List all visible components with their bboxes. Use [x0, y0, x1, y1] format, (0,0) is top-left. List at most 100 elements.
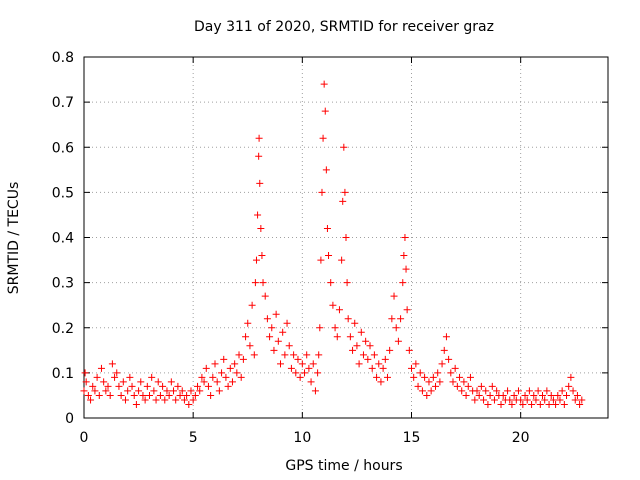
- data-point: [204, 382, 212, 390]
- data-point: [445, 355, 453, 363]
- data-point: [493, 387, 501, 395]
- data-point: [416, 369, 424, 377]
- data-point: [466, 373, 474, 381]
- data-point: [200, 378, 208, 386]
- data-point: [321, 107, 329, 115]
- chart-title: Day 311 of 2020, SRMTID for receiver gra…: [194, 19, 494, 35]
- data-point: [532, 396, 540, 404]
- data-point: [440, 346, 448, 354]
- y-tick-label: 0.1: [52, 366, 74, 382]
- data-point: [388, 315, 396, 323]
- data-point: [578, 396, 586, 404]
- data-point: [410, 373, 418, 381]
- data-point: [403, 306, 411, 314]
- data-point: [196, 387, 204, 395]
- data-point: [460, 378, 468, 386]
- data-point: [552, 400, 560, 408]
- data-point: [399, 279, 407, 287]
- y-tick-label: 0.2: [52, 321, 74, 337]
- data-point: [261, 292, 269, 300]
- data-point: [355, 360, 363, 368]
- data-point: [95, 391, 103, 399]
- data-point: [504, 387, 512, 395]
- data-point: [180, 396, 188, 404]
- data-point: [349, 346, 357, 354]
- y-tick-label: 0.8: [52, 50, 74, 66]
- data-point: [113, 369, 121, 377]
- data-point: [102, 387, 110, 395]
- data-point: [211, 360, 219, 368]
- data-point: [339, 197, 347, 205]
- data-point: [543, 387, 551, 395]
- grid-layer: [84, 57, 608, 418]
- data-point: [567, 373, 575, 381]
- data-point: [84, 391, 92, 399]
- data-point: [390, 292, 398, 300]
- data-point: [341, 188, 349, 196]
- data-point: [344, 315, 352, 323]
- data-point: [137, 378, 145, 386]
- data-point: [287, 364, 295, 372]
- data-point: [571, 396, 579, 404]
- data-point: [309, 360, 317, 368]
- data-point: [436, 378, 444, 386]
- y-tick-label: 0: [65, 411, 74, 427]
- data-point: [333, 333, 341, 341]
- data-point: [198, 373, 206, 381]
- data-point: [343, 279, 351, 287]
- data-point: [194, 382, 202, 390]
- data-point: [560, 400, 568, 408]
- data-point: [418, 387, 426, 395]
- data-point: [477, 382, 485, 390]
- tick-layer: 0 0.1 0.2 0.3 0.4 0.5 0.6 0.7 0.8 0 5 10 15 20: [52, 50, 608, 446]
- data-point: [281, 351, 289, 359]
- data-point: [373, 373, 381, 381]
- data-point: [257, 224, 265, 232]
- data-point: [353, 342, 361, 350]
- data-point: [451, 364, 459, 372]
- data-point: [458, 387, 466, 395]
- data-point: [315, 351, 323, 359]
- data-point: [279, 328, 287, 336]
- data-point: [139, 391, 147, 399]
- x-tick-label: 10: [293, 430, 311, 446]
- data-point: [81, 369, 89, 377]
- data-point: [338, 256, 346, 264]
- data-point: [235, 351, 243, 359]
- data-point: [161, 396, 169, 404]
- data-point: [189, 396, 197, 404]
- data-point: [250, 351, 258, 359]
- data-point: [167, 378, 175, 386]
- data-point: [87, 396, 95, 404]
- data-point: [128, 382, 136, 390]
- data-point: [425, 378, 433, 386]
- data-point: [558, 387, 566, 395]
- data-point: [386, 346, 394, 354]
- data-point: [329, 301, 337, 309]
- data-point: [473, 387, 481, 395]
- data-point: [449, 378, 457, 386]
- data-point: [456, 373, 464, 381]
- data-point: [191, 391, 199, 399]
- data-point: [488, 382, 496, 390]
- data-point: [462, 391, 470, 399]
- data-point: [442, 333, 450, 341]
- data-point: [174, 382, 182, 390]
- data-point: [482, 387, 490, 395]
- data-point: [165, 391, 173, 399]
- data-point: [429, 373, 437, 381]
- data-point: [91, 387, 99, 395]
- data-point: [135, 387, 143, 395]
- data-point: [375, 360, 383, 368]
- data-point: [525, 387, 533, 395]
- data-point: [519, 400, 527, 408]
- data-point: [283, 319, 291, 327]
- data-point: [252, 256, 260, 264]
- x-tick-label: 0: [80, 430, 89, 446]
- data-point: [573, 391, 581, 399]
- data-point: [228, 378, 236, 386]
- data-point: [270, 346, 278, 354]
- data-point: [185, 400, 193, 408]
- data-point: [434, 369, 442, 377]
